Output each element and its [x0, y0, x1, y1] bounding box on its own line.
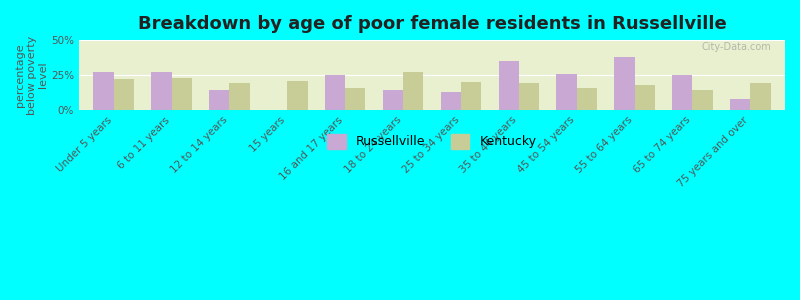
Bar — [209, 90, 230, 110]
Bar — [151, 72, 171, 110]
Bar — [171, 78, 192, 110]
Title: Breakdown by age of poor female residents in Russellville: Breakdown by age of poor female resident… — [138, 15, 726, 33]
Bar — [634, 85, 654, 110]
Bar — [461, 82, 481, 110]
Bar — [498, 61, 518, 110]
Bar — [614, 57, 634, 110]
Bar — [325, 75, 345, 110]
Bar — [345, 88, 366, 110]
Bar — [750, 83, 770, 110]
Bar — [382, 90, 403, 110]
Bar — [114, 79, 134, 110]
Bar — [577, 88, 597, 110]
Bar — [693, 90, 713, 110]
Bar — [518, 83, 539, 110]
Text: City-Data.com: City-Data.com — [701, 42, 771, 52]
Bar — [94, 72, 114, 110]
Bar — [730, 99, 750, 110]
Bar — [557, 74, 577, 110]
Bar — [403, 72, 423, 110]
Y-axis label: percentage
below poverty
level: percentage below poverty level — [15, 35, 48, 115]
Bar — [230, 83, 250, 110]
Bar — [441, 92, 461, 110]
Bar — [672, 75, 693, 110]
Bar — [287, 81, 307, 110]
Legend: Russellville, Kentucky: Russellville, Kentucky — [322, 129, 542, 154]
